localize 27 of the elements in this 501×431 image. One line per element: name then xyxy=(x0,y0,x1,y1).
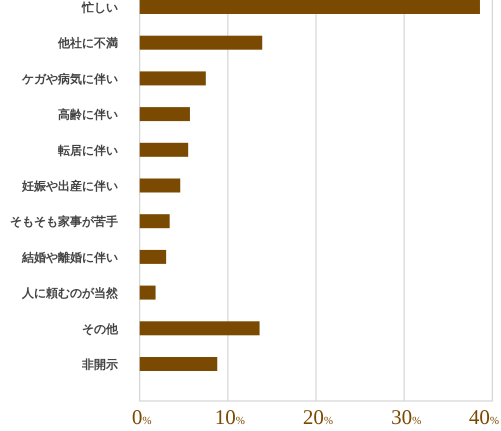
bar xyxy=(140,357,218,371)
x-tick-label: 10% xyxy=(214,405,245,429)
bar xyxy=(140,0,480,14)
bar xyxy=(140,214,170,228)
bar xyxy=(140,107,190,122)
bar xyxy=(140,178,180,192)
y-tick-label: 高齢に伴い xyxy=(58,108,118,122)
x-tick-label: 20% xyxy=(302,405,334,429)
bar xyxy=(140,142,188,157)
y-tick-label: そもそも家事が苦手 xyxy=(10,214,118,229)
y-tick-label: その他 xyxy=(82,322,119,336)
bar xyxy=(140,286,156,300)
y-tick-label: 転居に伴い xyxy=(58,143,118,158)
y-tick-label: 人に頼むのが当然 xyxy=(21,286,119,300)
y-tick-label: 非開示 xyxy=(81,358,118,372)
bar xyxy=(140,321,260,336)
x-tick-label: 40% xyxy=(468,405,499,429)
y-tick-label: 他社に不満 xyxy=(57,36,118,50)
y-tick-label: 妊娠や出産に伴い xyxy=(21,179,118,193)
y-tick-label: 結婚や離婚に伴い xyxy=(21,250,118,264)
bar xyxy=(140,71,206,86)
x-tick-label: 30% xyxy=(391,405,422,429)
y-tick-label: ケガや病気に伴い xyxy=(21,72,118,86)
bar xyxy=(140,250,166,264)
bar xyxy=(140,36,262,50)
y-tick-label: 忙しい xyxy=(81,0,118,14)
x-tick-label: 0% xyxy=(132,405,152,429)
